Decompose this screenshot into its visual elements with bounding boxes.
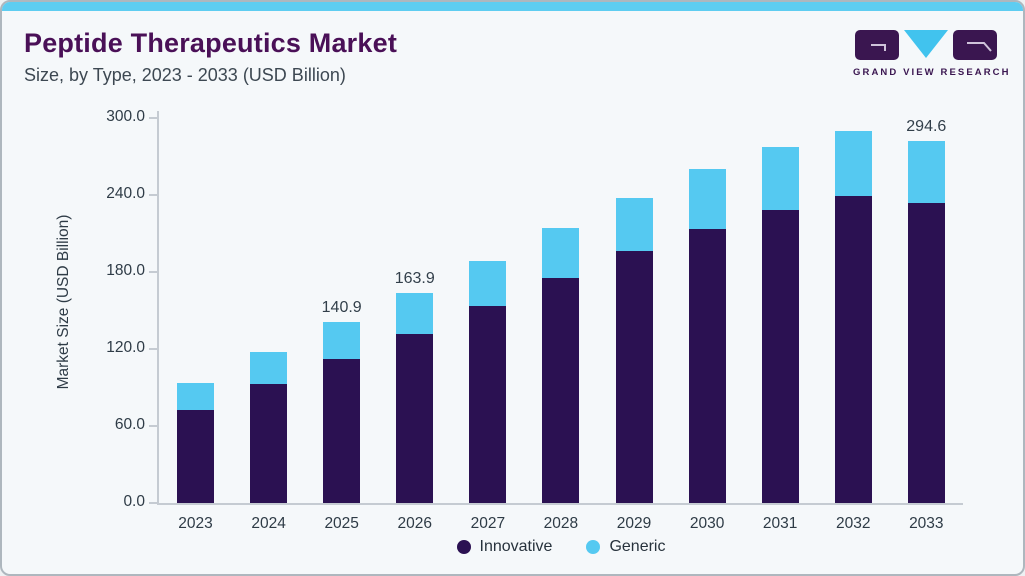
bar-value-label: 294.6 [906, 118, 947, 135]
bar-segment-generic [688, 169, 726, 230]
y-tick-label: 300.0 [106, 108, 145, 125]
y-tick-mark [149, 117, 157, 119]
y-tick-label: 240.0 [106, 185, 145, 202]
plot-area: 2023 2024 140.9 2025 163.9 2026 2027 2028 2029 20… [159, 118, 963, 532]
bar-segment-innovative [688, 229, 726, 503]
bar-segment-innovative [542, 277, 580, 503]
y-tick-mark [149, 502, 157, 504]
legend-swatch-icon [456, 540, 471, 554]
logo-wordmark: GRAND VIEW RESEARCH [853, 67, 1011, 78]
y-tick-mark [149, 348, 157, 350]
y-tick-mark [149, 425, 157, 427]
legend-item-innovative: Innovative [456, 538, 553, 556]
legend-swatch-icon [586, 540, 601, 554]
bar-segment-generic [250, 351, 288, 385]
y-tick-mark [149, 194, 157, 196]
legend-item-generic: Generic [586, 538, 665, 556]
logo-shapes [853, 30, 999, 61]
bar-column: 163.9 2026 [378, 118, 451, 532]
y-tick-label: 120.0 [106, 339, 145, 356]
x-axis-label: 2033 [909, 515, 944, 532]
bar-column: 2032 [817, 118, 890, 532]
bar-column: 2028 [524, 118, 597, 532]
grand-view-research-logo: GRAND VIEW RESEARCH [853, 30, 1011, 78]
bar-segment-generic [396, 292, 434, 334]
legend-label: Innovative [479, 538, 553, 555]
bar-column: 2024 [232, 118, 305, 532]
bar-segment-innovative [761, 209, 799, 503]
x-axis-label: 2025 [324, 515, 359, 532]
bar-segment-innovative [323, 359, 361, 503]
x-axis-label: 2029 [616, 515, 652, 532]
bar-value-label: 163.9 [394, 269, 435, 287]
accent-top-bar [2, 2, 1023, 11]
bar-segment-generic [469, 260, 507, 307]
x-axis-label: 2023 [178, 515, 213, 532]
x-axis-label: 2026 [397, 515, 432, 532]
bar-segment-generic [615, 197, 653, 252]
x-axis-label: 2024 [251, 515, 286, 532]
bar-segment-innovative [907, 203, 945, 503]
page-title: Peptide Therapeutics Market [24, 28, 398, 58]
bar-column: 2029 [598, 118, 671, 532]
bar-segment-innovative [396, 333, 434, 503]
bar-column: 2027 [451, 118, 524, 532]
bar-column: 2030 [671, 118, 744, 532]
bar-column: 2023 [159, 118, 232, 532]
bar-column: 140.9 2025 [305, 118, 378, 532]
legend-label: Generic [609, 538, 666, 555]
chart-header: Peptide Therapeutics Market Size, by Typ… [24, 28, 397, 86]
x-axis-label: 2027 [470, 515, 506, 532]
logo-r-icon [953, 30, 997, 60]
y-axis-title: Market Size (USD Billion) [55, 214, 72, 390]
x-axis-label: 2030 [689, 515, 725, 532]
bar-segment-innovative [834, 196, 872, 503]
x-axis-label: 2032 [835, 515, 871, 532]
bar-segment-innovative [177, 409, 215, 503]
bar-column: 2031 [744, 118, 817, 532]
y-axis-line [157, 111, 159, 504]
bar-segment-generic [907, 141, 945, 204]
y-tick-label: 0.0 [123, 493, 145, 510]
x-axis-line [157, 503, 963, 505]
y-tick-label: 60.0 [114, 416, 145, 433]
bar-segment-generic [177, 382, 215, 410]
page-subtitle: Size, by Type, 2023 - 2033 (USD Billion) [24, 65, 346, 85]
x-axis-label: 2031 [762, 515, 798, 532]
bar-segment-generic [323, 322, 361, 360]
logo-v-icon [904, 30, 948, 58]
y-tick-label: 180.0 [106, 262, 145, 279]
bar-segment-generic [542, 228, 580, 278]
bar-segment-innovative [469, 306, 507, 503]
bar-segment-generic [761, 146, 799, 210]
bar-column: 294.6 2033 [890, 118, 963, 532]
bar-value-label: 140.9 [321, 299, 362, 317]
bar-segment-innovative [615, 251, 653, 503]
chart-legend: Innovative Generic [159, 538, 963, 556]
x-axis-label: 2028 [543, 515, 579, 532]
bar-segment-innovative [250, 384, 288, 503]
y-tick-mark [149, 271, 157, 273]
bar-segment-generic [834, 130, 872, 197]
logo-g-icon [855, 30, 899, 60]
